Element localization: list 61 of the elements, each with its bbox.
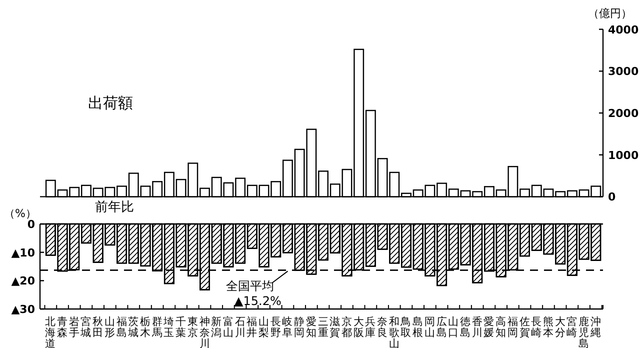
x-tick-label: 北海道 bbox=[45, 315, 56, 348]
x-tick-label: 福島 bbox=[116, 315, 128, 339]
x-tick-label: 大分 bbox=[554, 315, 566, 339]
x-tick-label: 岡山 bbox=[424, 316, 436, 339]
x-tick-label: 福岡 bbox=[507, 315, 518, 339]
x-tick-label: 奈良 bbox=[377, 316, 388, 339]
x-tick-label: 京都 bbox=[341, 315, 352, 339]
text: 出荷額 bbox=[88, 94, 133, 112]
x-tick-label: 岐阜 bbox=[282, 315, 294, 339]
x-tick-label: 広島 bbox=[436, 315, 448, 339]
y-tick-label: 0 bbox=[27, 218, 36, 231]
y-tick-label: ▲30 bbox=[11, 303, 36, 316]
x-tick-label: 愛媛 bbox=[484, 315, 495, 339]
x-tick-label: 宮城 bbox=[80, 315, 92, 339]
y-axis-title: （%） bbox=[4, 207, 36, 220]
x-tick-label: 愛知 bbox=[306, 315, 317, 339]
x-tick-label: 兵庫 bbox=[365, 315, 376, 339]
x-tick-label: 山梨 bbox=[258, 315, 270, 339]
x-tick-label: 新潟 bbox=[211, 315, 222, 339]
x-tick-label: 青森 bbox=[57, 315, 68, 339]
x-tick-label: 滋賀 bbox=[330, 316, 341, 339]
x-tick-label: 千葉 bbox=[176, 315, 187, 339]
y-tick-label: 3000 bbox=[608, 65, 639, 78]
x-tick-label: 鹿児島 bbox=[578, 315, 590, 348]
x-tick-label: 長野 bbox=[270, 316, 282, 339]
x-tick-label: 茨城 bbox=[127, 315, 140, 339]
x-tick-label: 栃木 bbox=[140, 316, 151, 339]
y-tick-label: 1000 bbox=[608, 148, 639, 162]
x-tick-label: 石川 bbox=[234, 316, 246, 339]
x-tick-label: 宮崎 bbox=[566, 315, 578, 339]
x-tick-label: 島根 bbox=[412, 315, 424, 339]
y-axis-title: （億円） bbox=[588, 7, 632, 20]
y-tick-label: 2000 bbox=[608, 107, 639, 120]
annotation: 全国平均 bbox=[226, 279, 274, 293]
x-tick-label: 長崎 bbox=[531, 316, 542, 339]
x-tick-label: 秋田 bbox=[92, 316, 104, 339]
x-tick-label: 徳島 bbox=[460, 316, 472, 339]
y-tick-label: ▲20 bbox=[11, 274, 36, 288]
x-tick-label: 和歌山 bbox=[388, 315, 400, 348]
chart-title: 前年比 bbox=[95, 200, 134, 215]
y-tick-label: 0 bbox=[608, 190, 616, 204]
x-tick-label: 岩手 bbox=[68, 315, 80, 339]
x-tick-label: 鳥取 bbox=[400, 316, 412, 339]
y-tick-label: 4000 bbox=[608, 23, 639, 36]
x-tick-label: 東京 bbox=[187, 315, 198, 339]
x-tick-label: 熊本 bbox=[542, 315, 554, 339]
x-tick-label: 静岡 bbox=[294, 316, 306, 339]
x-tick-label: 沖縄 bbox=[589, 315, 602, 339]
x-tick-label: 富山 bbox=[222, 315, 234, 339]
x-tick-label: 福井 bbox=[246, 315, 258, 339]
x-tick-label: 群馬 bbox=[150, 316, 163, 339]
y-tick-label: ▲10 bbox=[11, 246, 36, 260]
x-tick-label: 香川 bbox=[472, 315, 483, 339]
x-tick-label: 山口 bbox=[448, 315, 460, 339]
x-tick-label: 佐賀 bbox=[519, 316, 530, 339]
x-tick-label: 山形 bbox=[104, 315, 116, 339]
x-tick-label: 神奈川 bbox=[199, 315, 210, 348]
x-tick-label: 埼玉 bbox=[162, 316, 175, 339]
x-tick-label: 大阪 bbox=[353, 315, 364, 339]
x-tick-label: 高知 bbox=[496, 315, 507, 339]
x-tick-label: 三重 bbox=[318, 316, 329, 339]
